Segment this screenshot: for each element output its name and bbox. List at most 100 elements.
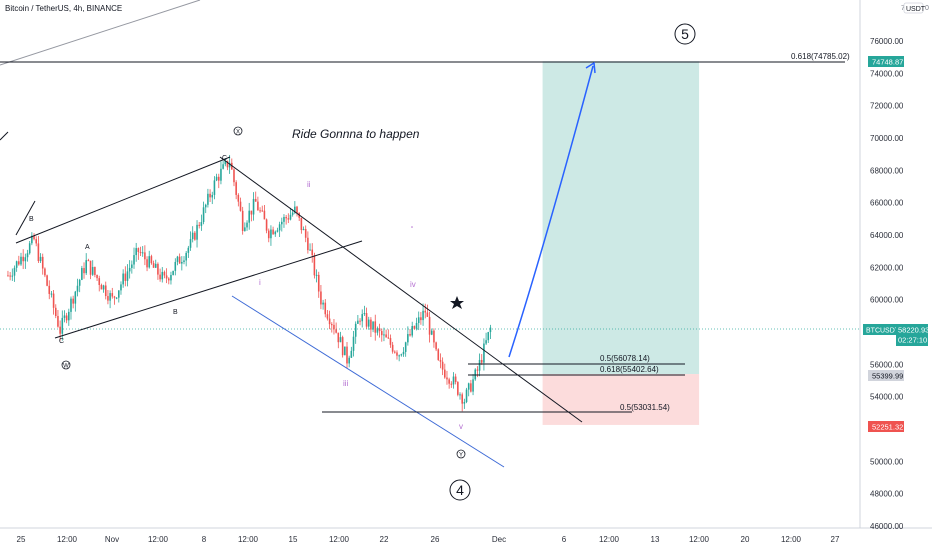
candle-body	[148, 256, 151, 268]
candle-body	[457, 382, 459, 395]
candle-body	[254, 198, 257, 202]
candle-body	[346, 346, 348, 364]
candle-body	[265, 219, 268, 231]
candle-body	[311, 249, 314, 256]
candle-body	[165, 275, 168, 279]
candle-body	[476, 369, 479, 371]
candle-body	[33, 235, 35, 240]
candle-body	[328, 318, 331, 325]
candle-body	[163, 271, 166, 276]
candle-body	[389, 338, 392, 345]
candle-body	[89, 260, 92, 275]
target-price-tag	[868, 56, 904, 67]
diagonal-trendline-top[interactable]	[0, 0, 201, 66]
candle-body	[430, 330, 433, 335]
candle-body	[183, 260, 185, 262]
price-tags: 74748.87 BTCUSDT 58220.93 02:27:10 55399…	[863, 56, 929, 432]
candle-body	[54, 307, 57, 317]
fib-05-lower-label: 0.5(53031.54)	[620, 403, 670, 412]
currency-button[interactable]	[903, 2, 924, 14]
candle-body	[474, 369, 477, 380]
candle-body	[120, 284, 122, 291]
candle-body	[98, 278, 101, 285]
candle-body	[309, 249, 311, 251]
candle-body	[354, 323, 357, 337]
candle-body	[215, 176, 218, 181]
loss-zone[interactable]	[542, 374, 700, 425]
candle-body	[83, 268, 85, 274]
candle-body	[65, 315, 68, 321]
profit-zone[interactable]	[542, 61, 700, 375]
y-tick-label: 68000.00	[870, 166, 904, 175]
candle-body	[324, 302, 327, 315]
candle-body	[409, 334, 411, 336]
candle-body	[350, 350, 353, 358]
candle-body	[370, 319, 372, 330]
note-text[interactable]: Ride Gonnna to happen	[292, 127, 420, 141]
candle-body	[128, 267, 131, 272]
candle-body	[330, 324, 333, 326]
star-icon[interactable]	[450, 296, 464, 309]
channel-lower-line[interactable]	[54, 240, 363, 339]
time-axis[interactable]: 25 12:00 Nov 12:00 8 12:00 15 12:00 22 26 Dec 6 12:0…	[17, 535, 840, 544]
wave-4-circle	[449, 479, 471, 501]
candle-body	[100, 284, 103, 290]
wave-a-label: A	[85, 244, 90, 251]
candle-body	[41, 256, 44, 269]
wave-labels: 5 4 X Y W ii iii iv i v A B B C C	[29, 23, 696, 501]
x-tick-label: 26	[431, 535, 440, 544]
x-tick-label: 12:00	[148, 535, 169, 544]
y-tick-label: 70000.00	[870, 134, 904, 143]
candle-body	[333, 324, 335, 330]
candle-body	[31, 235, 33, 244]
y-tick-label: 54000.00	[870, 393, 904, 402]
wave-w-circle	[61, 360, 71, 370]
candle-body	[152, 263, 155, 268]
candle-body	[444, 369, 446, 378]
candle-body	[35, 239, 38, 244]
candle-body	[185, 252, 187, 261]
candle-body	[94, 266, 96, 275]
wave-y-label: Y	[459, 453, 463, 459]
lower-channel-line[interactable]	[231, 295, 505, 468]
y-tick-label: 60000.00	[870, 296, 904, 305]
wave-stub-1[interactable]	[0, 131, 9, 141]
wave-stub-2[interactable]	[15, 200, 36, 236]
fib-05-upper-label: 0.5(56078.14)	[600, 354, 650, 363]
candle-body	[463, 401, 466, 404]
target-price-text: 74748.87	[872, 58, 903, 67]
x-tick-label: 12:00	[57, 535, 78, 544]
candle-body	[104, 285, 107, 297]
candle-body	[211, 194, 214, 198]
candle-body	[131, 264, 133, 268]
candle-body	[213, 180, 216, 195]
candle-body	[113, 296, 116, 298]
axis-time-label: 7	[901, 5, 905, 12]
descending-trendline[interactable]	[219, 156, 583, 423]
candle-body	[472, 379, 474, 392]
candle-body	[189, 239, 192, 248]
y-tick-label: 74000.00	[870, 69, 904, 78]
candle-body	[115, 297, 118, 299]
candle-body	[109, 293, 111, 301]
candle-body	[352, 336, 355, 351]
drawings-group[interactable]	[0, 0, 845, 468]
candle-body	[9, 275, 11, 277]
candle-body	[439, 359, 442, 362]
candle-body	[139, 252, 142, 254]
channel-upper-line[interactable]	[15, 156, 231, 244]
candle-body	[461, 394, 463, 404]
candle-body	[483, 343, 485, 363]
candle-body	[44, 268, 46, 276]
candle-body	[452, 376, 455, 385]
projection-arrow-line[interactable]	[508, 65, 594, 358]
wave-c-label-2: C	[222, 155, 227, 162]
wave-i-label: i	[259, 278, 261, 287]
candle-body	[37, 243, 40, 262]
x-tick-label: 6	[562, 535, 567, 544]
y-tick-label: 66000.00	[870, 199, 904, 208]
candle-body	[339, 337, 342, 343]
candle-body	[348, 357, 350, 364]
candle-body	[70, 298, 72, 312]
